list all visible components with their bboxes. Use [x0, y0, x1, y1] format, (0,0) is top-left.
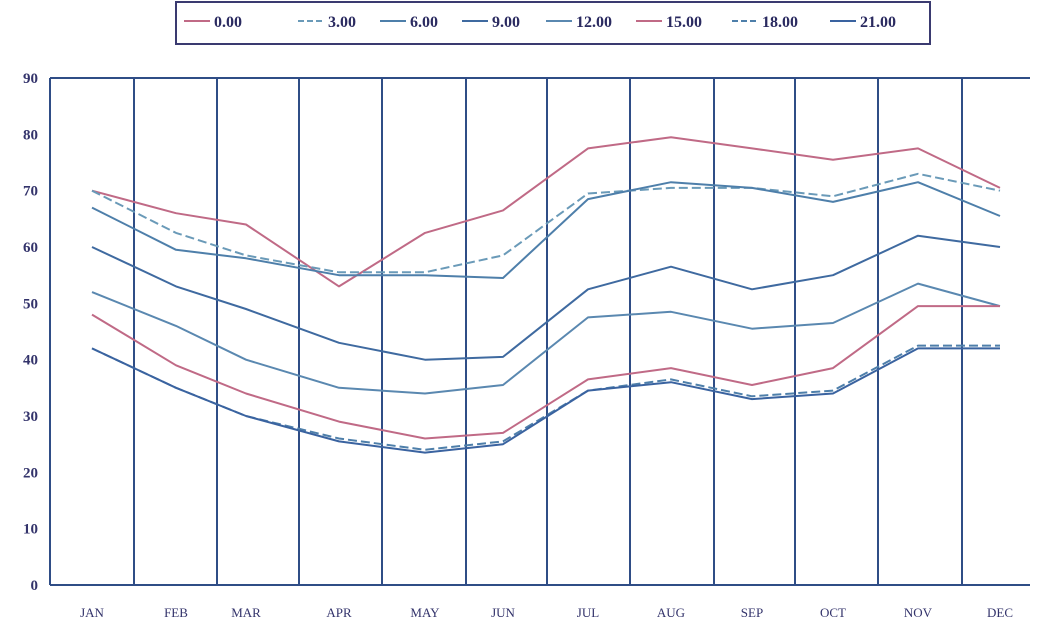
series-lines	[91, 136, 1001, 454]
y-tick-label: 20	[23, 465, 38, 481]
y-tick-label: 70	[23, 184, 38, 200]
x-tick-label: FEB	[164, 605, 188, 620]
y-axis-ticks: 0 10 20 30 40 50 60 70 80 90	[23, 71, 38, 594]
x-tick-label: APR	[326, 605, 352, 620]
series-line-21.00	[91, 347, 1000, 454]
x-tick-label: AUG	[657, 605, 685, 620]
axes	[49, 77, 1030, 586]
x-tick-label: JUL	[577, 605, 599, 620]
y-tick-label: 50	[23, 296, 38, 312]
legend: 0.00 3.00 6.00 9.00 12.00 15.00 18.00 21.00	[175, 1, 931, 45]
legend-label: 18.00	[762, 14, 798, 31]
y-tick-label: 90	[23, 71, 38, 87]
legend-label: 0.00	[214, 14, 242, 31]
series-line-6.00	[91, 181, 1001, 279]
legend-label: 15.00	[666, 14, 702, 31]
legend-label: 21.00	[860, 14, 896, 31]
x-tick-label: MAR	[231, 605, 261, 620]
series-line-0.00	[91, 136, 1001, 288]
y-tick-label: 80	[23, 127, 38, 143]
series-line-3.00	[91, 172, 1001, 274]
y-tick-label: 0	[31, 578, 39, 594]
legend-label: 6.00	[410, 14, 438, 31]
series-line-15.00	[91, 305, 1000, 440]
grid	[133, 78, 963, 585]
y-tick-label: 60	[23, 240, 38, 256]
legend-label: 3.00	[328, 14, 356, 31]
x-tick-label: JUN	[491, 605, 515, 620]
x-axis-ticks: JAN FEB MAR APR MAY JUN JUL AUG SEP OCT NOV DEC	[80, 605, 1013, 620]
x-tick-label: SEP	[741, 605, 763, 620]
series-line-9.00	[91, 234, 1001, 361]
x-tick-label: JAN	[80, 605, 104, 620]
x-tick-label: NOV	[904, 605, 933, 620]
legend-box	[175, 1, 931, 45]
y-tick-label: 10	[23, 522, 38, 538]
x-tick-label: OCT	[820, 605, 846, 620]
y-tick-label: 30	[23, 409, 38, 425]
legend-label: 12.00	[576, 14, 612, 31]
x-tick-label: MAY	[410, 605, 440, 620]
series-line-12.00	[91, 282, 1001, 395]
legend-label: 9.00	[492, 14, 520, 31]
x-tick-label: DEC	[987, 605, 1013, 620]
y-tick-label: 40	[23, 353, 38, 369]
